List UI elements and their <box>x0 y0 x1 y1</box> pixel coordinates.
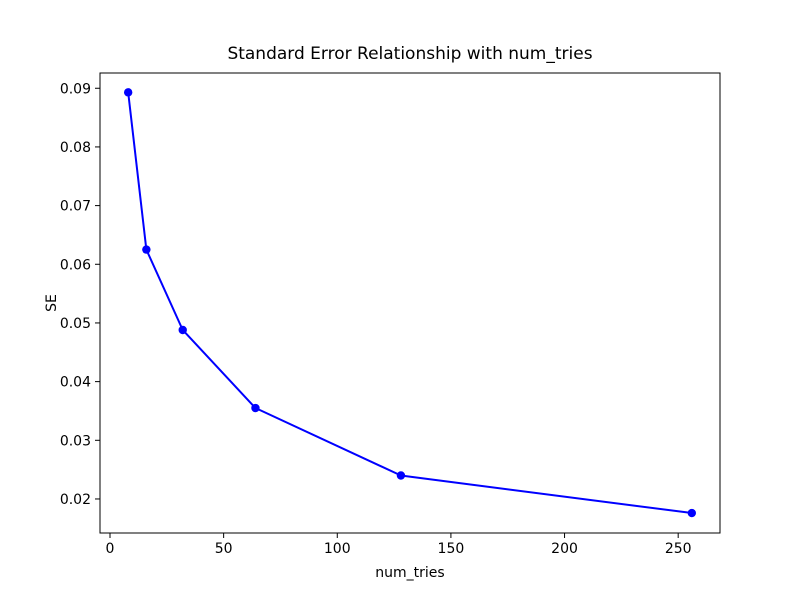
data-point-marker <box>396 471 406 480</box>
x-tick-label: 150 <box>438 541 465 557</box>
data-point-marker <box>123 88 133 97</box>
y-axis-label: SE <box>44 294 60 312</box>
y-tick-label: 0.08 <box>60 140 91 156</box>
data-point-marker <box>178 325 187 335</box>
x-tick-label: 250 <box>665 541 692 557</box>
y-tick-label: 0.04 <box>60 375 91 391</box>
x-tick-label: 0 <box>106 541 115 557</box>
x-tick-label: 200 <box>551 541 578 557</box>
data-line <box>127 91 693 515</box>
y-tick-label: 0.09 <box>60 81 91 97</box>
y-tick-label: 0.02 <box>60 492 91 508</box>
plot-area <box>99 72 721 534</box>
x-tick-label: 100 <box>324 541 351 557</box>
x-axis-label: num_tries <box>375 565 445 581</box>
y-tick-label: 0.03 <box>60 433 91 449</box>
data-point-marker <box>142 245 151 254</box>
data-point-marker <box>687 508 697 518</box>
y-tick-label: 0.05 <box>60 316 91 332</box>
x-tick-label: 50 <box>215 541 233 557</box>
y-tick-label: 0.06 <box>60 257 91 273</box>
data-point-marker <box>251 403 260 413</box>
y-tick-label: 0.07 <box>60 199 91 215</box>
chart-title: Standard Error Relationship with num_tri… <box>227 44 593 64</box>
